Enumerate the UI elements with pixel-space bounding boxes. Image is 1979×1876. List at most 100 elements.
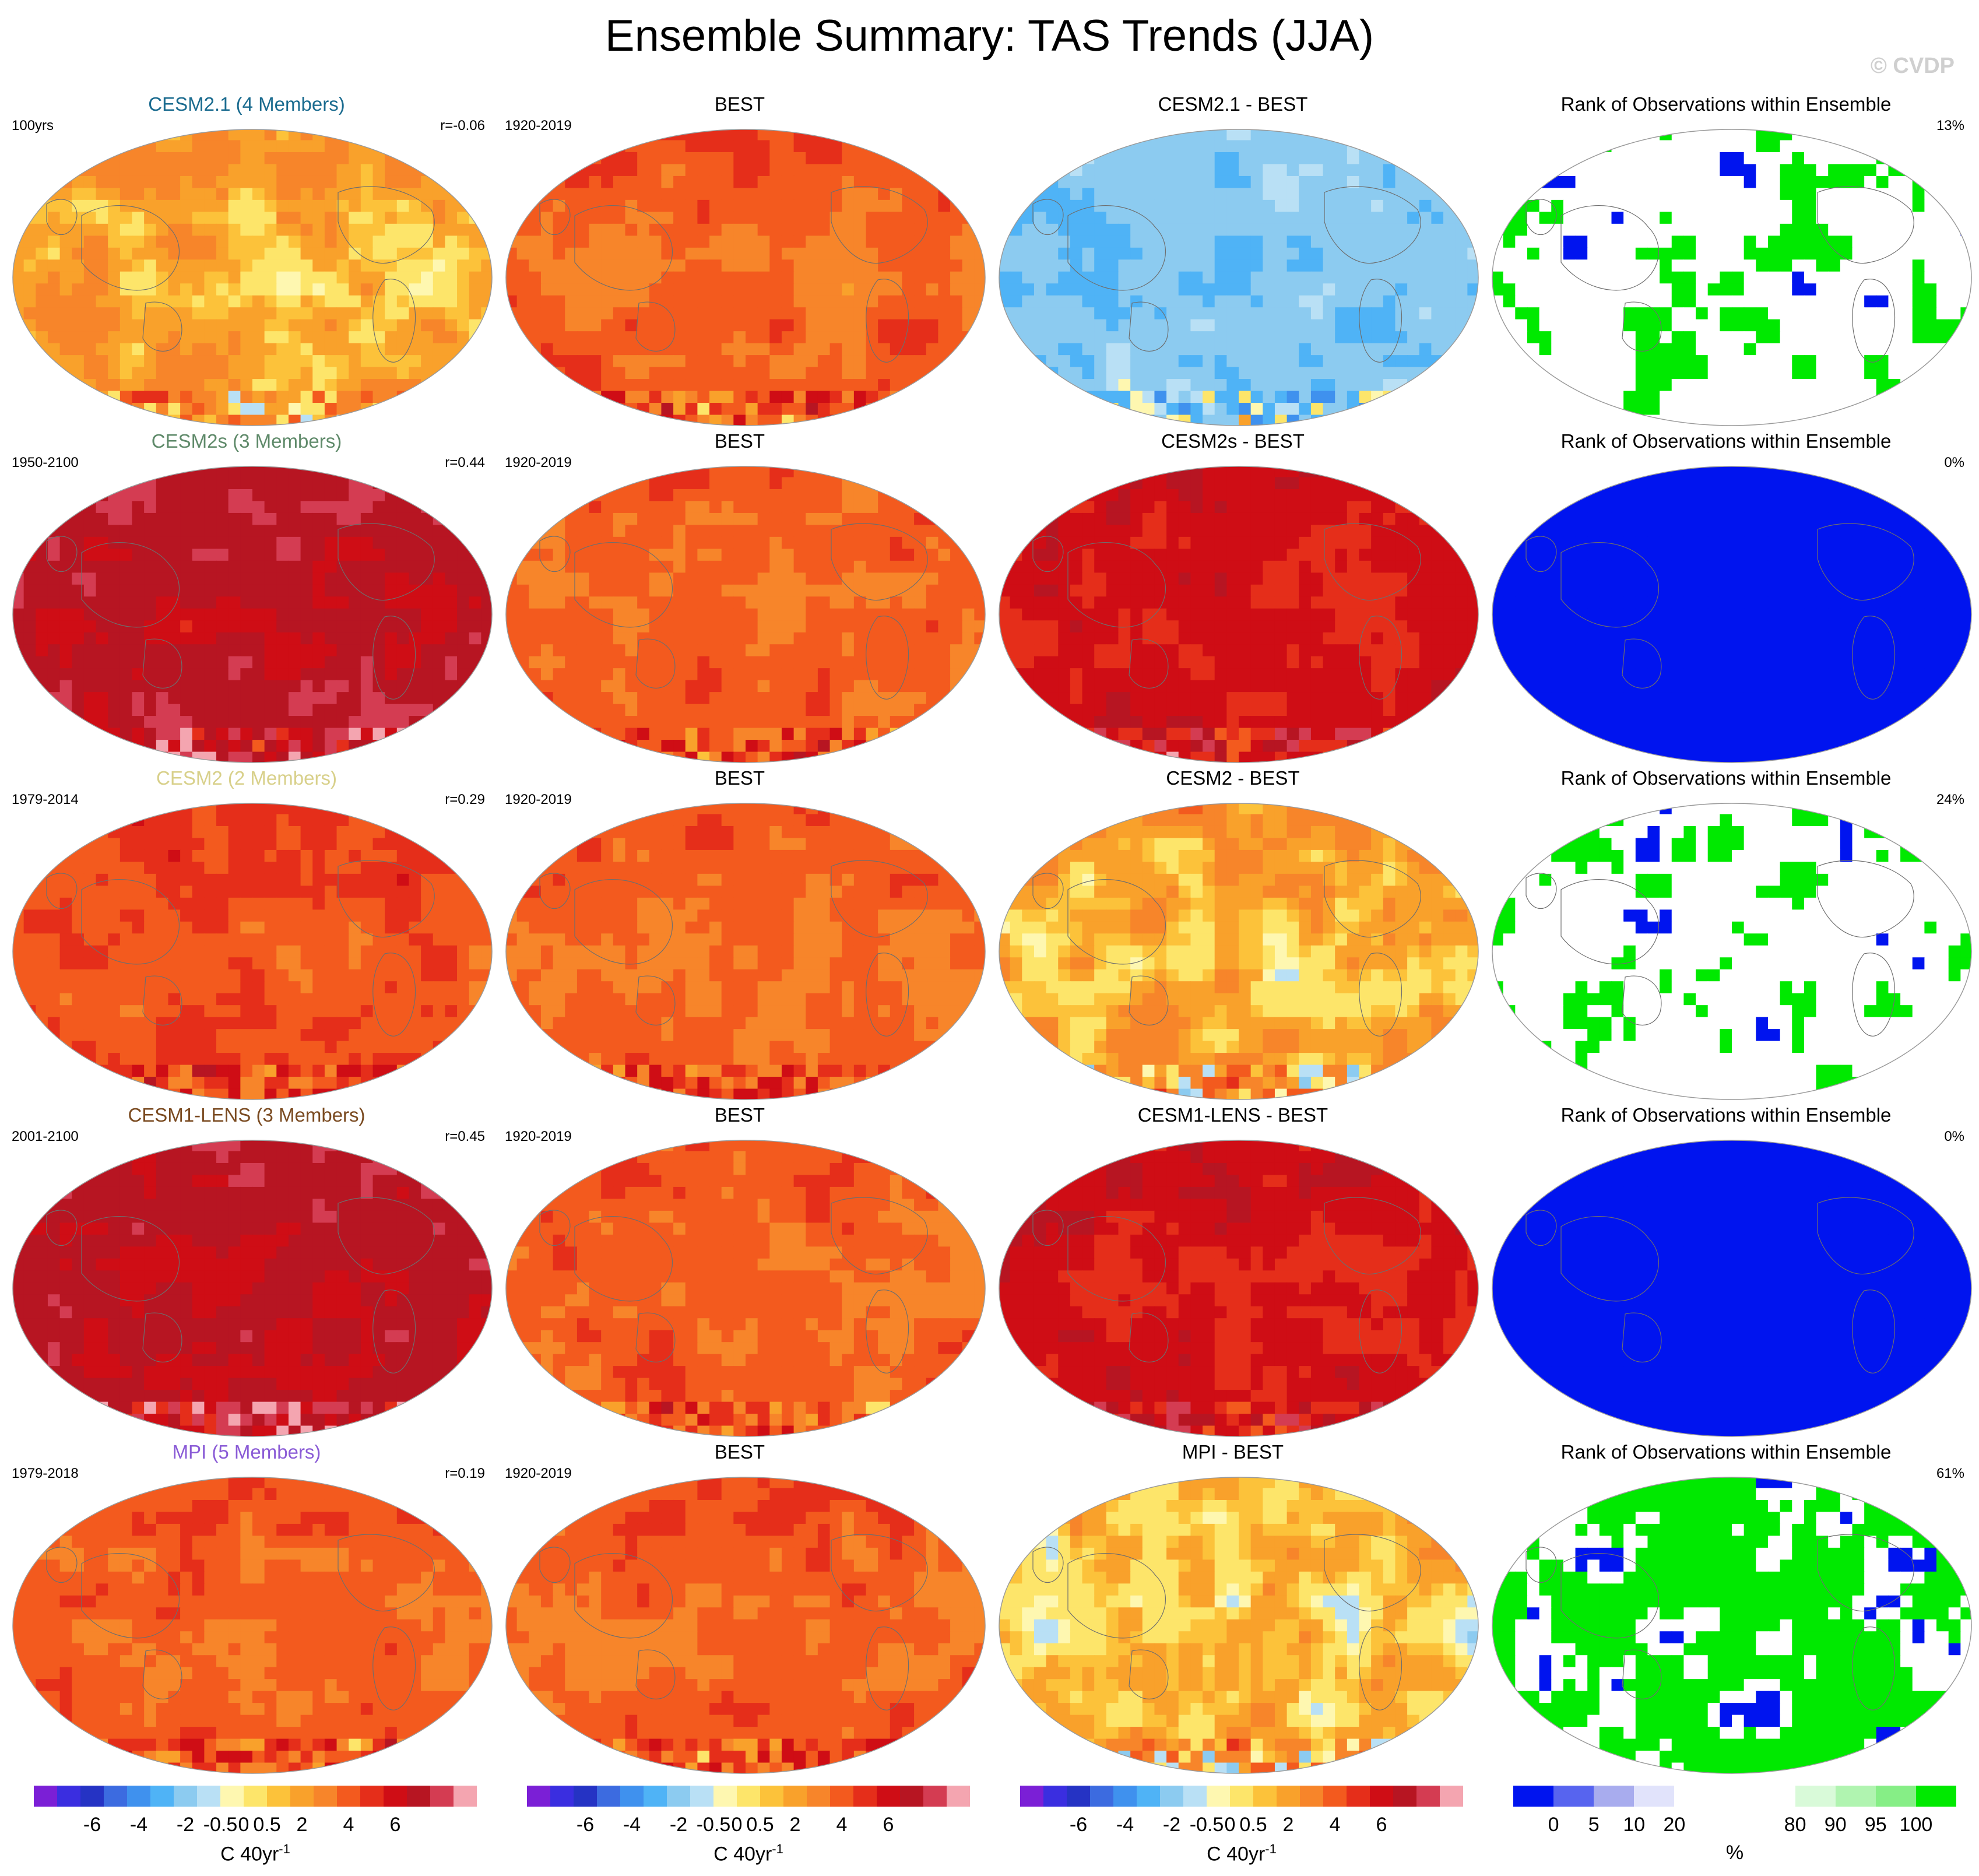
coastline: [1817, 523, 1914, 601]
colorbar-swatch: [337, 1786, 360, 1807]
colorbar-swatch: [1440, 1786, 1463, 1807]
figure-title: Ensemble Summary: TAS Trends (JJA): [0, 10, 1979, 61]
colorbar-unit: C 40yr-1: [1020, 1842, 1463, 1866]
colorbar-unit: %: [1513, 1842, 1956, 1864]
panel-rank-row3: Rank of Observations within Ensemble 24%: [1479, 767, 1973, 1104]
colorbar-swatch: [923, 1786, 947, 1807]
coastline: [1067, 879, 1166, 965]
panel-obs-row3: BEST 1920-2019: [493, 767, 986, 1104]
coastline: [1560, 879, 1659, 965]
coastline: [372, 1290, 416, 1373]
coastline: [539, 873, 571, 909]
coastline: [142, 975, 182, 1025]
colorbar-tick-label: 6: [1376, 1814, 1387, 1836]
panel-diff-row2: CESM2s - BEST: [986, 430, 1479, 767]
coastline: [1032, 536, 1064, 572]
colorbar-swatch: [244, 1786, 267, 1807]
map: [998, 802, 1479, 1104]
colorbar-swatch: [407, 1786, 430, 1807]
coastline: [635, 301, 676, 352]
coastline: [574, 879, 673, 965]
colorbar-tick-label: 10: [1623, 1814, 1645, 1836]
coastline: [81, 542, 180, 628]
coastline: [81, 879, 180, 965]
coastline: [81, 1216, 180, 1302]
colorbar-swatch: [1113, 1786, 1137, 1807]
colorbar-swatch: [1714, 1786, 1755, 1807]
colorbar-swatch: [550, 1786, 574, 1807]
coastline: [1817, 1534, 1914, 1612]
map-field: [999, 1477, 1478, 1773]
colorbar-swatch: [1347, 1786, 1370, 1807]
colorbar-swatch: [853, 1786, 877, 1807]
panel-diff-row4: CESM1-LENS - BEST: [986, 1104, 1479, 1441]
map-field: [506, 803, 985, 1099]
coastline: [866, 1290, 909, 1373]
panel-period: 1920-2019: [505, 792, 572, 808]
map-field: [506, 129, 985, 426]
colorbar-tick-label: 0: [732, 1814, 743, 1836]
colorbar-tick-label: 90: [1825, 1814, 1847, 1836]
map-field: [1492, 466, 1971, 763]
colorbar-tick-label: -6: [577, 1814, 594, 1836]
coastline: [1032, 199, 1064, 236]
coastline: [1067, 205, 1166, 291]
coastline: [574, 1216, 673, 1302]
coastline: [1622, 1649, 1662, 1699]
colorbar-tick-label: 6: [883, 1814, 894, 1836]
coastline: [1324, 186, 1421, 264]
map-field: [13, 803, 492, 1099]
colorbar-swatch: [760, 1786, 783, 1807]
colorbar-swatch: [1277, 1786, 1300, 1807]
trend-colorbar: -6 -4 -2 -0.5 0 0.5 2 4 6 C 40yr-1: [527, 1786, 970, 1873]
panel-title: CESM2 (2 Members): [0, 767, 493, 789]
panel-correlation: r=0.44: [445, 455, 485, 471]
colorbar-swatch: [1300, 1786, 1323, 1807]
panel-title: Rank of Observations within Ensemble: [1479, 1441, 1973, 1463]
coastline: [142, 638, 182, 688]
panel-correlation: r=-0.06: [440, 118, 485, 134]
panel-title: CESM2.1 - BEST: [986, 93, 1479, 115]
colorbar-tick-label: 0.5: [1239, 1814, 1267, 1836]
map: [12, 1139, 493, 1441]
coastline: [1817, 1197, 1914, 1275]
colorbar-swatch: [1137, 1786, 1160, 1807]
coastline: [372, 953, 416, 1037]
panel-correlation: r=0.45: [445, 1129, 485, 1145]
map: [505, 465, 986, 767]
colorbar-swatch: [1416, 1786, 1440, 1807]
panel-model-row2: CESM2s (3 Members) 1950-2100 r=0.44: [0, 430, 493, 767]
coastline: [831, 523, 928, 601]
cvdp-credit: © CVDP: [1871, 54, 1955, 79]
panel-diff-row5: MPI - BEST: [986, 1441, 1479, 1778]
panel-rank-percent: 13%: [1936, 118, 1964, 134]
map-field: [13, 466, 492, 763]
coastline: [1032, 1547, 1064, 1583]
map: [1491, 1139, 1973, 1441]
colorbar-tick-label: 100: [1900, 1814, 1933, 1836]
panel-title: CESM2s - BEST: [986, 430, 1479, 452]
coastline: [46, 1210, 78, 1246]
map: [1491, 1476, 1973, 1777]
colorbar-swatch: [1915, 1786, 1957, 1807]
coastline: [1525, 199, 1557, 236]
colorbar-tick-label: -4: [1116, 1814, 1134, 1836]
coastline: [831, 1197, 928, 1275]
panel-title: CESM1-LENS (3 Members): [0, 1104, 493, 1126]
panel-period: 1920-2019: [505, 455, 572, 471]
colorbar-swatch: [1370, 1786, 1393, 1807]
map-field: [506, 1140, 985, 1436]
coastline: [831, 860, 928, 938]
colorbar-swatch: [830, 1786, 853, 1807]
panel-rank-row5: Rank of Observations within Ensemble 61%: [1479, 1441, 1973, 1778]
panel-title: CESM2 - BEST: [986, 767, 1479, 789]
colorbar-swatch: [1875, 1786, 1916, 1807]
map: [12, 802, 493, 1104]
panel-obs-row2: BEST 1920-2019: [493, 430, 986, 767]
coastline: [46, 199, 78, 236]
coastline: [1324, 860, 1421, 938]
colorbar-tick-label: 2: [790, 1814, 801, 1836]
colorbar-swatch: [34, 1786, 57, 1807]
colorbar-swatch: [1553, 1786, 1594, 1807]
panel-diff-row1: CESM2.1 - BEST: [986, 93, 1479, 430]
